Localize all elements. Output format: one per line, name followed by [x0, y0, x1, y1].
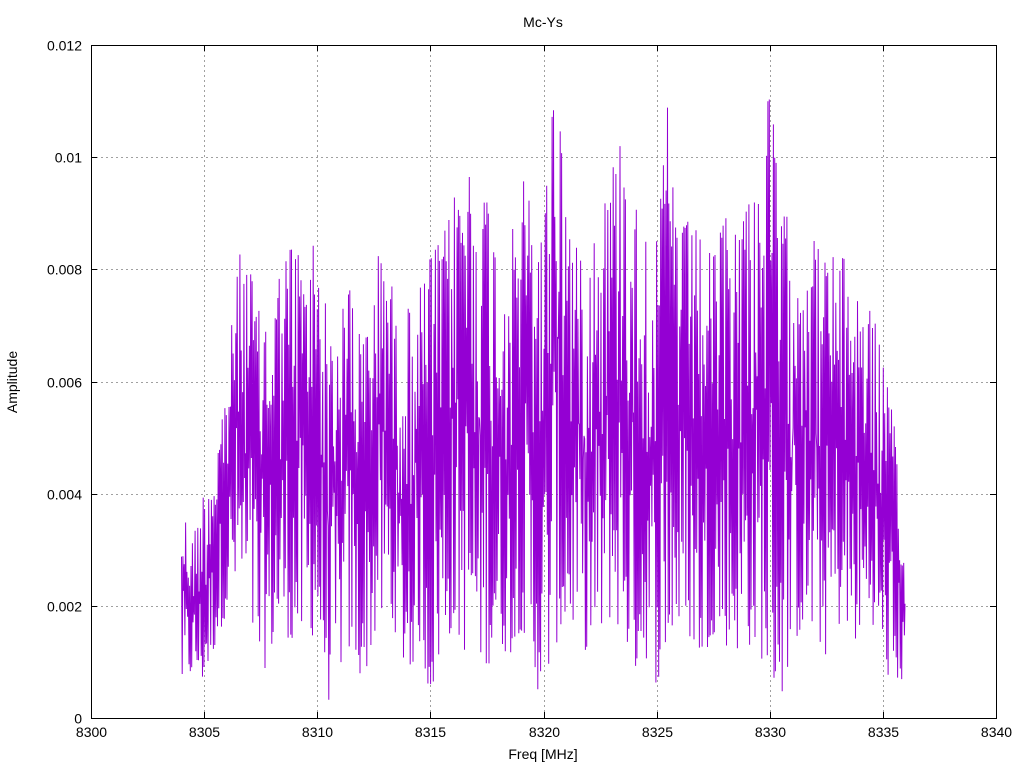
ticks	[91, 45, 997, 719]
x-tick-label: 8320	[529, 724, 560, 740]
x-tick-labels: 8300 8305 8310 8315 8320 8325 8330 8335 8340	[76, 724, 1012, 740]
x-tick-label: 8330	[755, 724, 786, 740]
x-axis-title: Freq [MHz]	[508, 746, 577, 762]
series-layer	[181, 99, 906, 700]
y-tick-label: 0	[74, 711, 82, 727]
y-tick-label: 0.006	[47, 375, 82, 391]
x-tick-label: 8335	[868, 724, 899, 740]
x-tick-label: 8305	[189, 724, 220, 740]
x-tick-label: 8340	[981, 724, 1012, 740]
y-axis-title: Amplitude	[4, 351, 20, 413]
x-tick-label: 8315	[415, 724, 446, 740]
chart-title: Mc-Ys	[523, 14, 563, 30]
y-tick-label: 0.002	[47, 599, 82, 615]
y-tick-label: 0.008	[47, 262, 82, 278]
x-tick-label: 8325	[642, 724, 673, 740]
y-tick-label: 0.012	[47, 38, 82, 54]
x-tick-label: 8300	[76, 724, 107, 740]
y-tick-label: 0.004	[47, 487, 82, 503]
series-line	[181, 99, 906, 700]
x-tick-label: 8310	[302, 724, 333, 740]
y-tick-label: 0.01	[55, 150, 82, 166]
y-tick-labels: 0 0.002 0.004 0.006 0.008 0.01 0.012	[47, 38, 82, 727]
